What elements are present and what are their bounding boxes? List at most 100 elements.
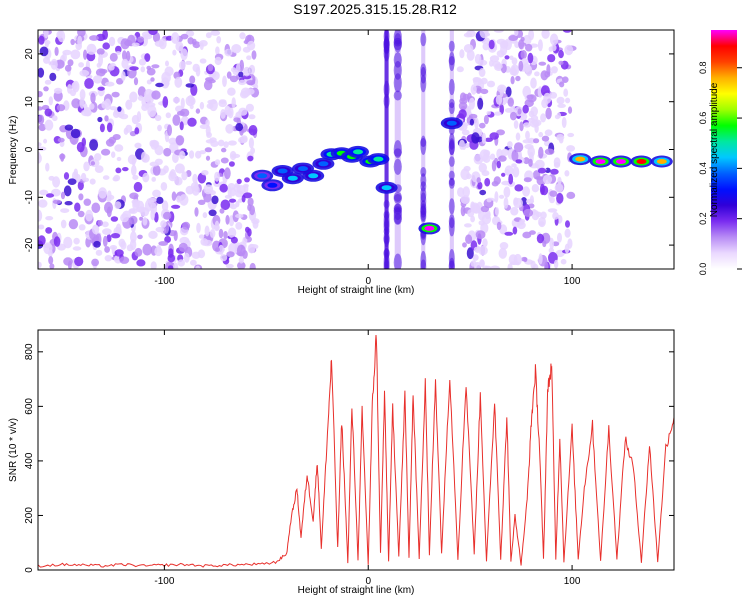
noise-speckle xyxy=(98,187,107,199)
streak-blob xyxy=(420,200,427,216)
noise-speckle xyxy=(567,132,575,138)
noise-speckle xyxy=(523,157,530,165)
noise-speckle xyxy=(535,176,544,181)
noise-speckle xyxy=(218,100,227,108)
noise-speckle xyxy=(235,123,244,132)
noise-speckle xyxy=(501,172,506,177)
noise-speckle xyxy=(50,58,58,70)
signal-core xyxy=(287,175,298,181)
noise-speckle xyxy=(150,202,157,215)
noise-speckle xyxy=(183,252,190,263)
noise-speckle xyxy=(147,105,157,117)
noise-speckle xyxy=(151,64,160,69)
streak-blob xyxy=(420,75,427,93)
noise-speckle xyxy=(215,247,220,252)
noise-speckle xyxy=(460,195,470,204)
snr-series-line xyxy=(38,334,674,568)
noise-speckle xyxy=(251,50,257,60)
spectrogram-image xyxy=(38,30,674,269)
noise-speckle xyxy=(248,64,256,75)
noise-speckle xyxy=(510,76,515,85)
noise-speckle xyxy=(154,246,163,257)
noise-speckle xyxy=(129,66,139,71)
noise-speckle xyxy=(494,191,499,203)
snr-x-ticks: -100 0 100 xyxy=(154,330,581,587)
noise-speckle xyxy=(160,182,168,191)
noise-speckle xyxy=(71,98,81,109)
noise-speckle xyxy=(482,42,490,51)
noise-speckle xyxy=(235,62,241,75)
snr-panel: -100 0 100 0 200 400 600 800 Height of straigh… xyxy=(8,329,675,596)
noise-speckle xyxy=(476,177,481,184)
signal-core xyxy=(298,166,308,172)
noise-speckle xyxy=(210,140,219,147)
noise-speckle xyxy=(83,49,88,60)
noise-speckle xyxy=(79,89,86,101)
noise-speckle xyxy=(110,216,119,222)
noise-speckle xyxy=(537,167,547,174)
noise-speckle xyxy=(114,144,124,152)
noise-speckle xyxy=(464,142,470,149)
noise-speckle xyxy=(172,114,181,126)
noise-speckle xyxy=(102,235,108,247)
noise-speckle xyxy=(122,50,127,61)
noise-speckle xyxy=(556,96,565,105)
noise-speckle xyxy=(544,148,555,155)
noise-speckle xyxy=(225,263,234,269)
streak-blob xyxy=(383,40,390,51)
noise-speckle xyxy=(63,236,73,249)
noise-speckle xyxy=(501,148,509,157)
noise-speckle xyxy=(515,75,521,82)
noise-speckle xyxy=(176,110,185,116)
noise-speckle xyxy=(227,140,237,146)
snr-x-label: Height of straight line (km) xyxy=(298,585,415,596)
noise-speckle xyxy=(90,92,96,104)
noise-speckle xyxy=(185,83,195,88)
noise-speckle xyxy=(494,111,502,116)
noise-speckle xyxy=(206,131,212,138)
signal-core xyxy=(446,120,457,126)
noise-speckle xyxy=(558,136,564,144)
noise-speckle xyxy=(471,132,480,144)
noise-speckle xyxy=(472,254,479,261)
noise-speckle xyxy=(174,76,183,88)
noise-speckle xyxy=(56,104,66,112)
noise-speckle xyxy=(142,172,150,183)
noise-speckle xyxy=(456,66,464,73)
noise-speckle xyxy=(230,236,238,244)
noise-speckle xyxy=(513,142,524,153)
noise-speckle xyxy=(192,173,198,184)
noise-speckle xyxy=(106,234,112,243)
noise-speckle xyxy=(464,223,472,228)
noise-speckle xyxy=(113,174,121,182)
noise-speckle xyxy=(195,150,202,159)
noise-speckle xyxy=(137,86,146,98)
noise-speckle xyxy=(102,175,110,180)
noise-speckle xyxy=(165,60,169,67)
noise-speckle xyxy=(64,124,74,131)
noise-speckle xyxy=(523,177,532,183)
noise-speckle xyxy=(96,48,105,55)
noise-speckle xyxy=(526,94,534,100)
noise-speckle xyxy=(67,178,77,185)
noise-speckle xyxy=(550,168,559,175)
noise-speckle xyxy=(43,30,49,39)
noise-speckle xyxy=(245,226,250,233)
noise-speckle xyxy=(504,231,514,236)
noise-speckle xyxy=(81,109,91,117)
noise-speckle xyxy=(507,141,513,149)
noise-speckle xyxy=(86,43,97,55)
noise-speckle xyxy=(217,139,225,147)
snr-y-tick-label: 800 xyxy=(24,343,35,360)
noise-speckle xyxy=(473,262,482,269)
noise-speckle xyxy=(461,129,470,136)
noise-speckle xyxy=(78,62,84,68)
streak-blob xyxy=(393,253,402,269)
noise-speckle xyxy=(525,130,530,140)
noise-speckle xyxy=(222,75,227,88)
noise-speckle xyxy=(144,53,151,62)
noise-speckle xyxy=(125,99,133,110)
noise-speckle xyxy=(231,97,236,109)
noise-speckle xyxy=(214,56,222,66)
noise-speckle xyxy=(549,196,555,204)
